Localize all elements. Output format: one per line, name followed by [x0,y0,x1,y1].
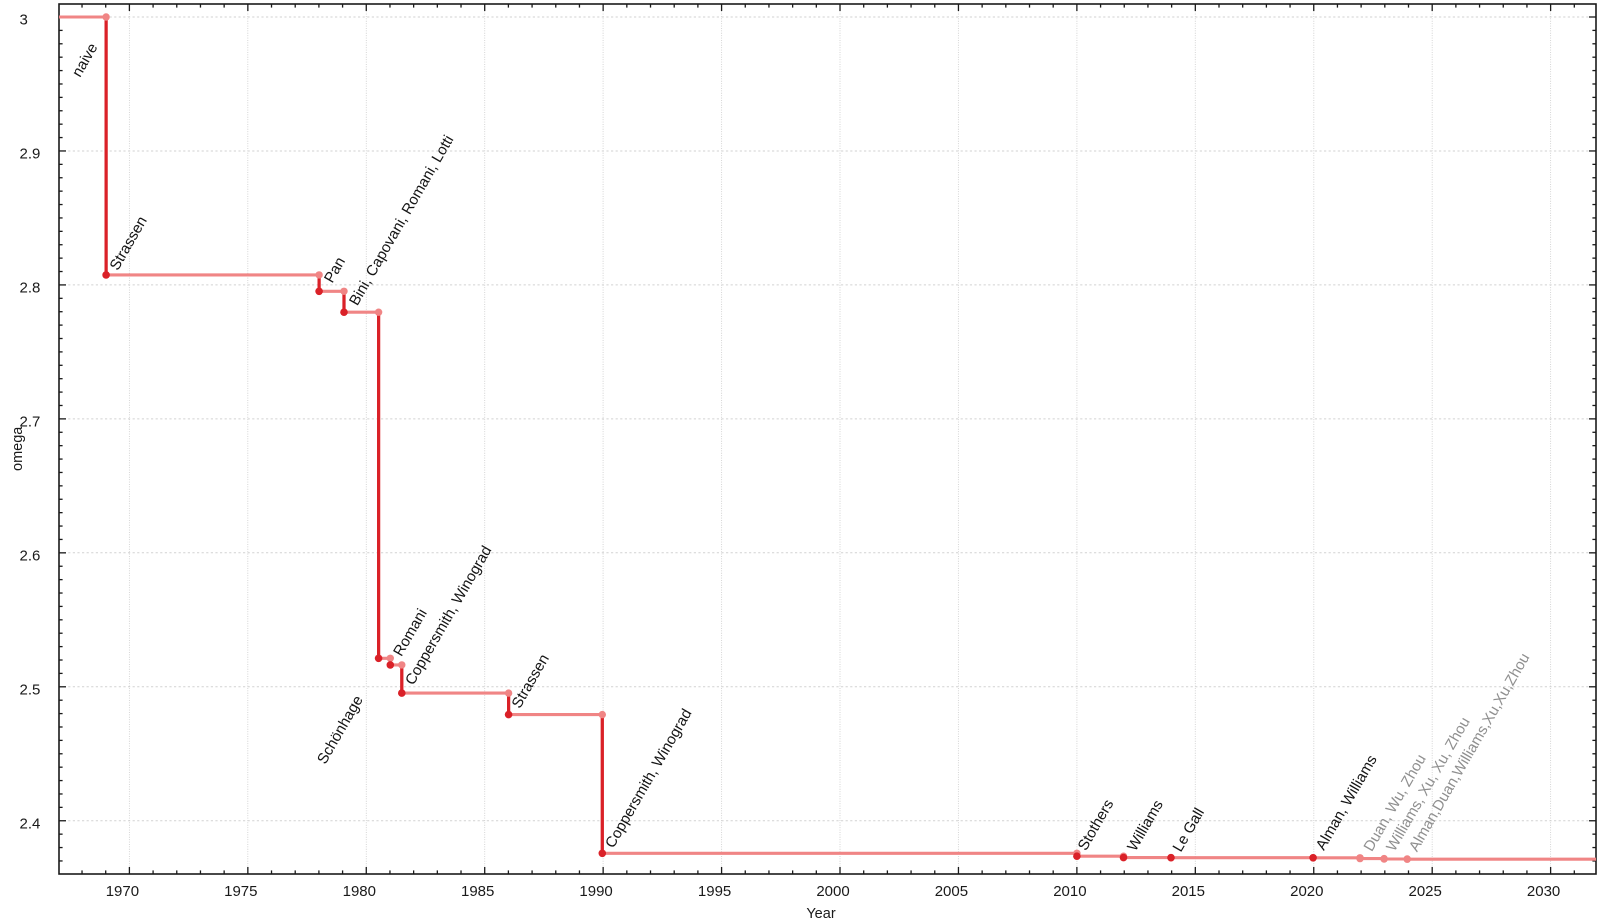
svg-text:2010: 2010 [1053,883,1086,900]
svg-text:1975: 1975 [224,883,257,900]
svg-text:2015: 2015 [1172,883,1205,900]
svg-text:1990: 1990 [579,883,612,900]
svg-text:2.6: 2.6 [20,547,41,564]
svg-text:1985: 1985 [461,883,494,900]
svg-text:2.9: 2.9 [20,146,41,163]
svg-text:1995: 1995 [698,883,731,900]
svg-text:1970: 1970 [106,883,139,900]
svg-text:2.5: 2.5 [20,681,41,698]
svg-text:2025: 2025 [1409,883,1442,900]
svg-text:1980: 1980 [343,883,376,900]
svg-text:2005: 2005 [935,883,968,900]
svg-text:2030: 2030 [1527,883,1560,900]
svg-text:2.4: 2.4 [20,815,41,832]
svg-text:2020: 2020 [1290,883,1323,900]
svg-text:2000: 2000 [816,883,849,900]
svg-text:Year: Year [806,906,835,920]
svg-text:2.7: 2.7 [20,413,41,430]
svg-text:2.8: 2.8 [20,279,41,296]
svg-text:3: 3 [20,12,28,29]
svg-text:omega: omega [10,426,26,471]
